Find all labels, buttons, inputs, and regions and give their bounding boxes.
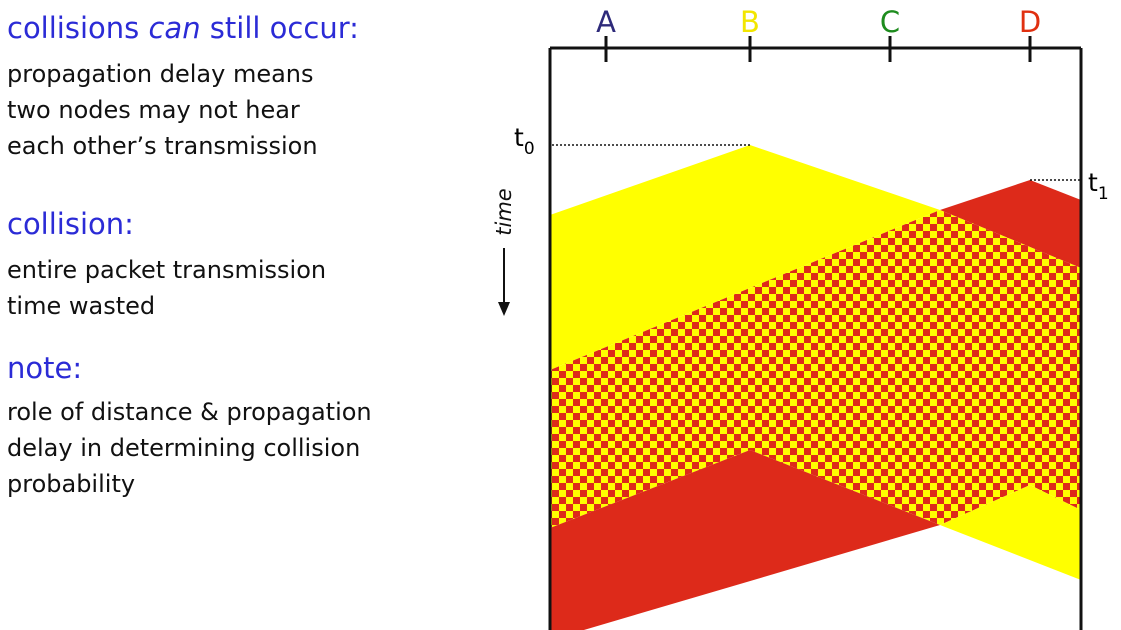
t1-label: t1 — [1088, 168, 1109, 204]
para3-line-3: probability — [7, 470, 136, 498]
para2-line-1: entire packet transmission — [7, 256, 327, 284]
heading-collisions-can-occur: collisions can still occur: — [7, 14, 359, 43]
node-d-label: D — [1019, 5, 1041, 39]
d-transmission-tail-region — [550, 450, 940, 630]
para3-line-1: role of distance & propagation — [7, 398, 372, 426]
para3-line-2: delay in determining collision — [7, 434, 361, 462]
para2-line-2: time wasted — [7, 292, 156, 320]
heading-collisions-part: collisions — [7, 11, 149, 45]
b-transmission-front-region — [550, 145, 940, 370]
time-axis-label: time — [492, 188, 516, 235]
b-transmission-tail-region — [940, 485, 1081, 580]
collision-overlap-region — [550, 210, 1081, 528]
para1-line-1: propagation delay means — [7, 60, 314, 88]
para1-line-2: two nodes may not hear — [7, 96, 300, 124]
time-arrow-head-icon — [498, 302, 510, 316]
heading-collision: collision: — [7, 207, 134, 241]
t0-label: t0 — [514, 123, 535, 159]
node-b-label: B — [740, 5, 760, 39]
node-a-label: A — [596, 5, 616, 39]
heading-still-occur-part: still occur: — [200, 11, 359, 45]
t0-subscript: 0 — [524, 139, 535, 159]
explanation-panel: collisions can still occur: propagation … — [0, 0, 500, 630]
t1-subscript: 1 — [1098, 184, 1109, 204]
d-transmission-front-region — [940, 180, 1081, 268]
node-c-label: C — [880, 5, 900, 39]
t1-base: t — [1088, 168, 1098, 197]
transmission-regions — [550, 145, 1081, 630]
heading-note: note: — [7, 351, 83, 385]
t0-base: t — [514, 123, 524, 152]
para1-line-3: each other’s transmission — [7, 132, 318, 160]
heading-can-emphasis: can — [148, 11, 201, 45]
